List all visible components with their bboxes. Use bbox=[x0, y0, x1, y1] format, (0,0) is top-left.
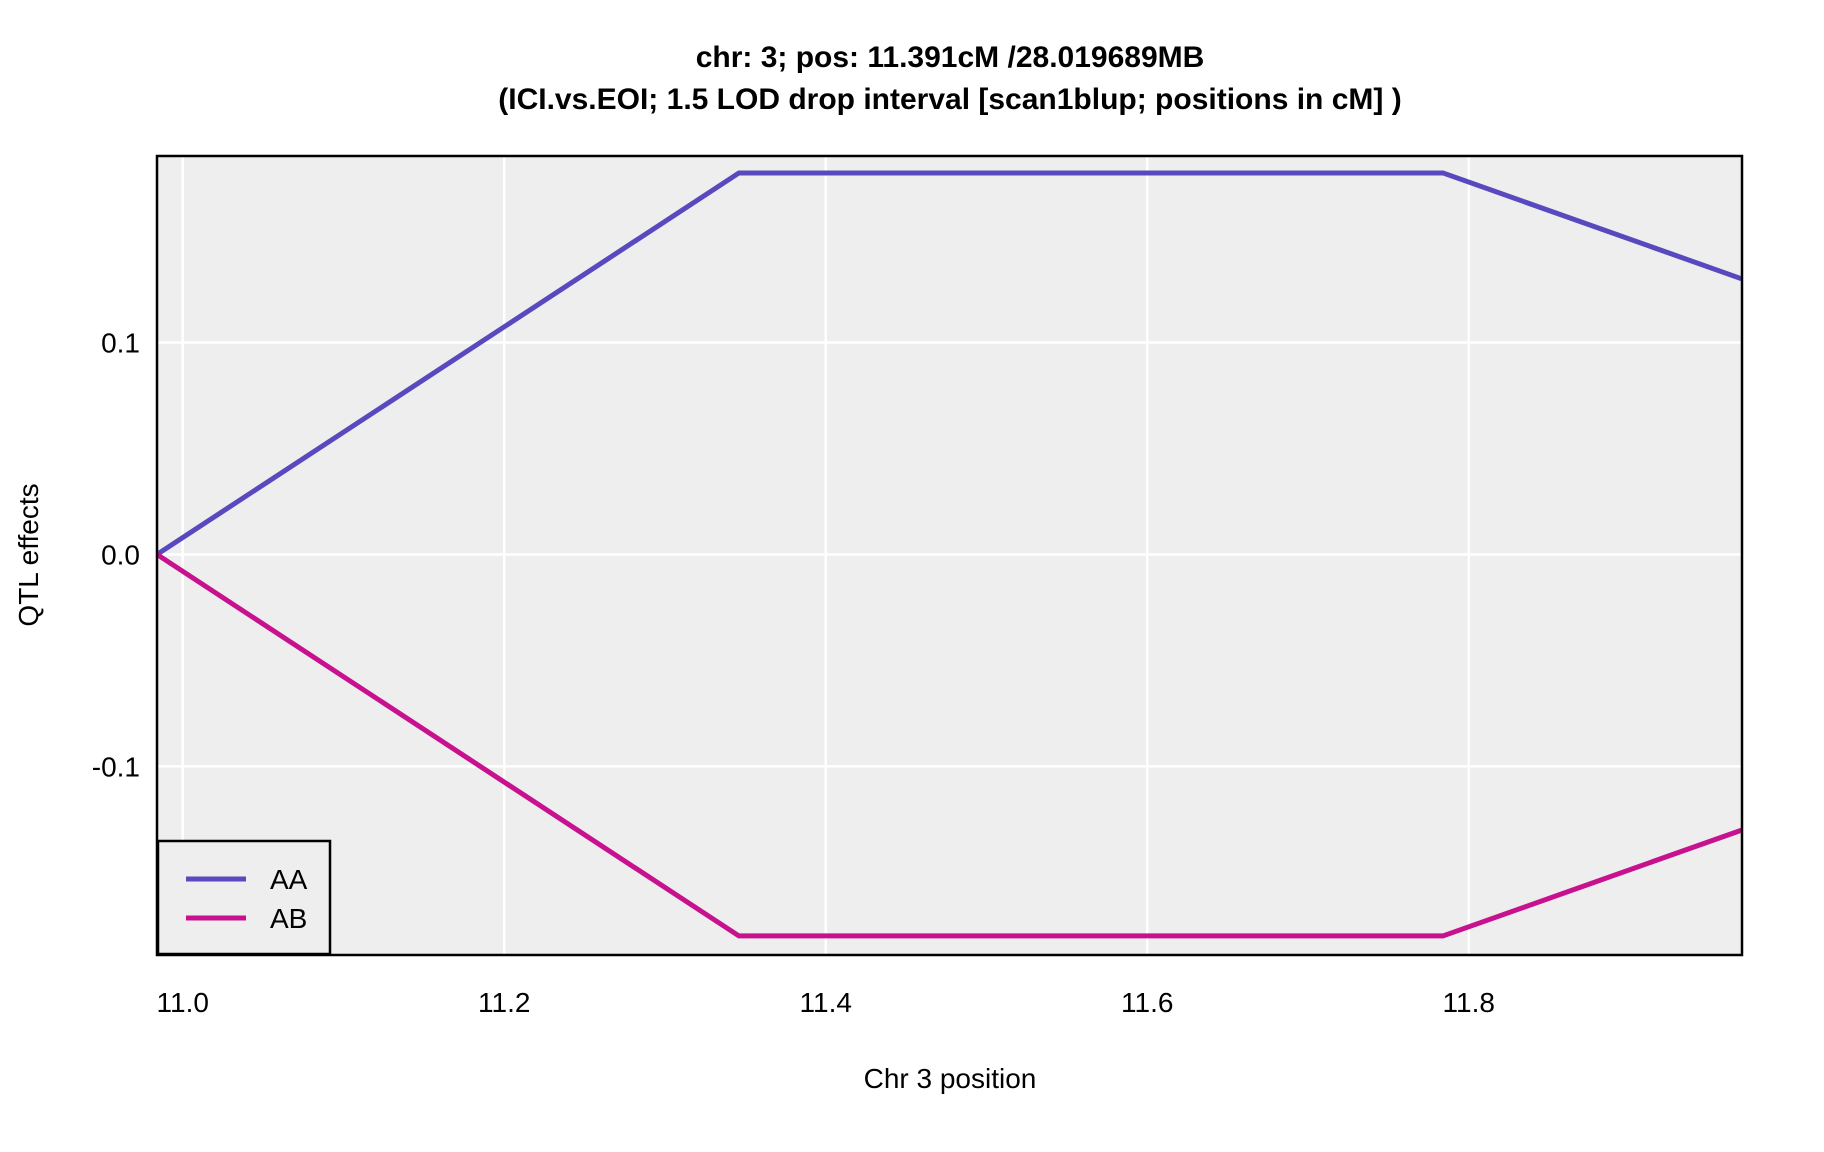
y-axis-title: QTL effects bbox=[13, 483, 44, 626]
x-tick-label: 11.2 bbox=[478, 987, 530, 1018]
y-tick-label: 0.0 bbox=[101, 539, 140, 570]
chart-title-line2: (ICI.vs.EOI; 1.5 LOD drop interval [scan… bbox=[498, 83, 1401, 116]
y-tick-label: -0.1 bbox=[92, 751, 140, 782]
series-line-aa bbox=[155, 170, 1743, 557]
x-tick-label: 11.8 bbox=[1443, 987, 1495, 1018]
x-tick-label: 11.4 bbox=[800, 987, 852, 1018]
legend-label-aa: AA bbox=[270, 864, 308, 895]
chart-title-line1: chr: 3; pos: 11.391cM /28.019689MB bbox=[696, 41, 1205, 74]
x-tick-label: 11.0 bbox=[157, 987, 209, 1018]
legend-box bbox=[156, 839, 332, 956]
y-tick-label: 0.1 bbox=[101, 328, 140, 359]
legend: AA AB bbox=[156, 839, 332, 956]
series-line-ab bbox=[155, 552, 1743, 939]
plot-panel-layer bbox=[157, 156, 1742, 955]
x-axis-title: Chr 3 position bbox=[864, 1063, 1037, 1094]
series-layer bbox=[155, 170, 1743, 939]
x-tick-label: 11.6 bbox=[1121, 987, 1173, 1018]
panel-border bbox=[155, 154, 1744, 957]
legend-label-ab: AB bbox=[270, 903, 307, 934]
panel-border-layer bbox=[155, 154, 1744, 957]
axis-tick-labels: 11.0 11.2 11.4 11.6 11.8 0.1 0.0 -0.1 bbox=[92, 328, 1495, 1018]
